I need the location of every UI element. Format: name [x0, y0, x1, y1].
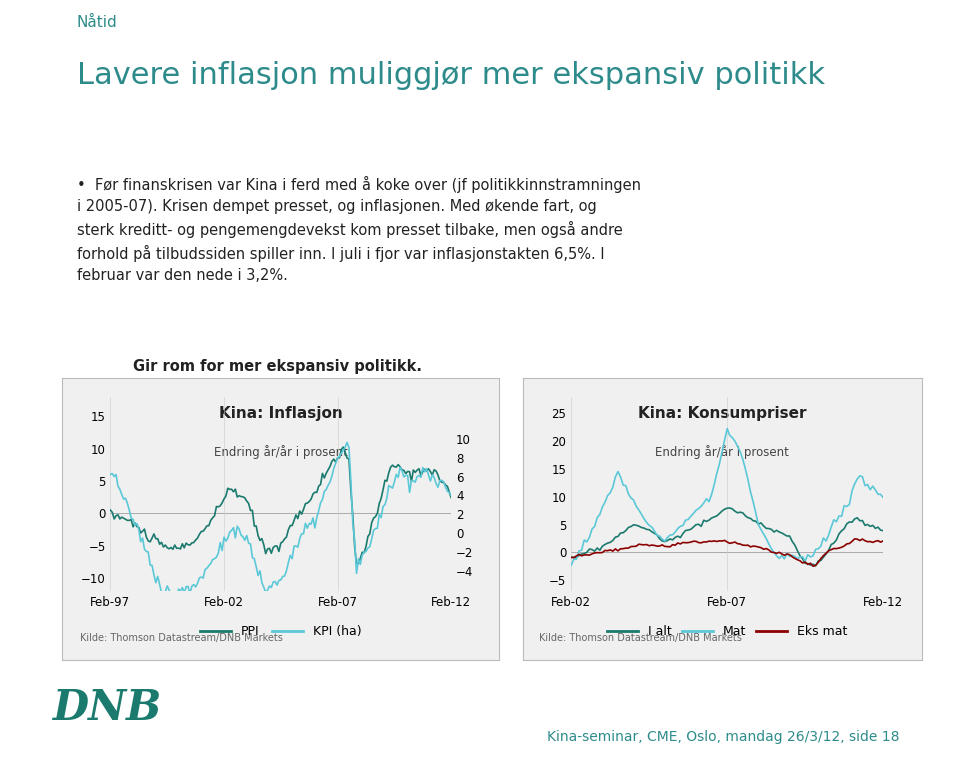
- Text: Endring år/år i prosent: Endring år/år i prosent: [214, 446, 348, 459]
- Text: Kina-seminar, CME, Oslo, mandag 26/3/12, side 18: Kina-seminar, CME, Oslo, mandag 26/3/12,…: [547, 730, 900, 744]
- Text: Kilde: Thomson Datastream/DNB Markets: Kilde: Thomson Datastream/DNB Markets: [540, 633, 742, 643]
- Legend: PPI, KPI (ha): PPI, KPI (ha): [195, 620, 367, 643]
- Text: Lavere inflasjon muliggjør mer ekspansiv politikk: Lavere inflasjon muliggjør mer ekspansiv…: [77, 61, 825, 90]
- Text: Kilde: Thomson Datastream/DNB Markets: Kilde: Thomson Datastream/DNB Markets: [80, 633, 283, 643]
- Text: Kina: Konsumpriser: Kina: Konsumpriser: [638, 406, 806, 421]
- Text: Kina: Inflasjon: Kina: Inflasjon: [219, 406, 343, 421]
- Text: Endring år/år i prosent: Endring år/år i prosent: [656, 446, 789, 459]
- Text: Gir rom for mer ekspansiv politikk.: Gir rom for mer ekspansiv politikk.: [132, 359, 422, 374]
- Text: Nåtid: Nåtid: [77, 15, 117, 31]
- Text: •  Før finanskrisen var Kina i ferd med å koke over (jf politikkinnstramningen
i: • Før finanskrisen var Kina i ferd med å…: [77, 175, 641, 282]
- Legend: I alt, Mat, Eks mat: I alt, Mat, Eks mat: [602, 620, 852, 643]
- Text: DNB: DNB: [53, 687, 162, 729]
